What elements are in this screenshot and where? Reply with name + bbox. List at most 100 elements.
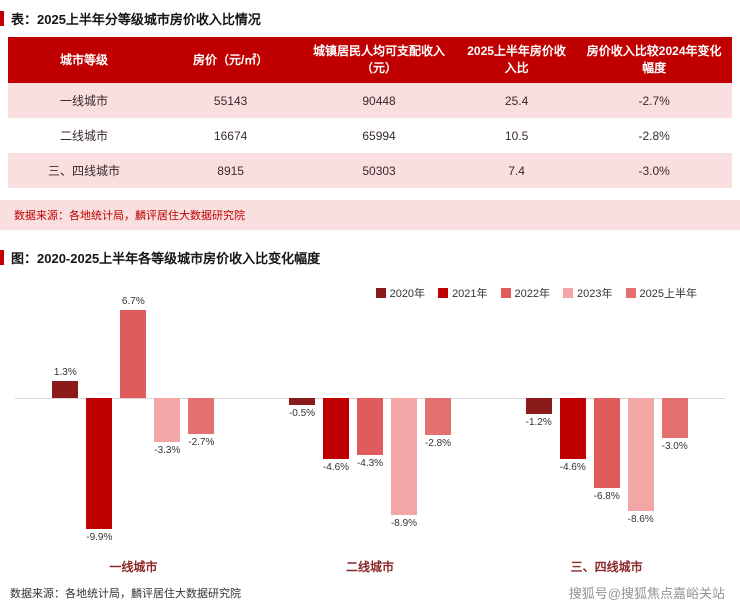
title-accent-bar <box>0 250 4 265</box>
bar-slot: -1.2% <box>522 293 556 543</box>
table-row: 一线城市 55143 90448 25.4 -2.7% <box>8 83 732 118</box>
table-section-title: 表：2025上半年分等级城市房价收入比情况 <box>0 0 740 28</box>
bar-slot: -3.3% <box>150 293 184 543</box>
table-row: 二线城市 16674 65994 10.5 -2.8% <box>8 118 732 153</box>
bar-value-label: -8.6% <box>627 514 654 526</box>
bar-value-label: -3.3% <box>154 444 181 456</box>
bar <box>593 398 620 488</box>
table-body: 一线城市 55143 90448 25.4 -2.7% 二线城市 16674 65994 10.… <box>8 83 732 188</box>
legend-swatch <box>438 288 449 298</box>
legend-swatch <box>625 288 636 298</box>
title-accent-bar <box>0 11 4 26</box>
table-cell: -2.8% <box>638 128 670 143</box>
table-cell: 二线城市 <box>60 129 109 143</box>
chart-title-text: 图：2020-2025上半年各等级城市房价收入比变化幅度 <box>11 251 321 266</box>
bar-slot: 6.7% <box>116 293 150 543</box>
table-cell: -2.7% <box>638 93 670 108</box>
bar <box>627 398 654 512</box>
bar-groups: 1.3% -9.9% 6.7% -3.3% -2.7% -0.5% -4.6% -4.3% -8… <box>15 293 725 543</box>
bar-value-label: -4.3% <box>356 457 384 469</box>
table-cell: 55143 <box>213 93 248 108</box>
bar <box>525 398 552 415</box>
table-cell: 三、四线城市 <box>48 164 121 178</box>
bar <box>289 398 315 405</box>
table-header-cell: 房价（元/㎡） <box>160 37 302 83</box>
bar-value-label: -3.0% <box>661 440 688 452</box>
table-source-note: 数据来源：各地统计局，麟评居住大数据研究院 <box>0 200 740 230</box>
bar-slot: -3.0% <box>658 293 692 543</box>
bar-value-label: -4.6% <box>559 461 586 473</box>
bar-slot: -9.9% <box>82 293 116 543</box>
legend-label: 2021年 <box>452 288 488 300</box>
x-axis-label: 三、四线城市 <box>570 560 643 574</box>
bar <box>661 398 688 438</box>
chart-legend: 2020年 2021年 2022年 2023年 2025上半年 <box>375 285 697 301</box>
bar <box>357 398 383 455</box>
bar-value-label: -4.6% <box>322 461 350 473</box>
bar <box>323 398 349 459</box>
bar <box>188 398 215 434</box>
bar-value-label: -0.5% <box>288 407 316 419</box>
legend-swatch <box>500 288 511 298</box>
table-title-text: 表：2025上半年分等级城市房价收入比情况 <box>11 12 261 27</box>
table-cell: 25.4 <box>504 93 529 108</box>
table-cell: 10.5 <box>504 128 529 143</box>
bar-slot: -4.6% <box>319 293 353 543</box>
bar-value-label: -2.8% <box>424 438 452 450</box>
bar-slot: -2.7% <box>184 293 218 543</box>
bar-value-label: -1.2% <box>525 417 552 429</box>
table-cell: 8915 <box>217 163 244 178</box>
table-cell: 50303 <box>362 163 396 178</box>
bar-value-label: -2.7% <box>188 436 215 448</box>
bar-group: -0.5% -4.6% -4.3% -8.9% -2.8% <box>252 293 489 543</box>
legend-item: 2025上半年 <box>625 285 697 301</box>
table-header-cell: 城镇居民人均可支配收入（元） <box>301 37 457 83</box>
legend-swatch <box>563 288 574 298</box>
legend-swatch <box>375 288 386 298</box>
table-header-row: 城市等级 房价（元/㎡） 城镇居民人均可支配收入（元） 2025上半年房价收入比 房价收… <box>8 37 732 83</box>
legend-item: 2022年 <box>500 285 551 301</box>
legend-item: 2020年 <box>375 285 426 301</box>
bar-chart: 2020年 2021年 2022年 2023年 2025上半年 1.3% -9.9% 6.7… <box>15 271 725 555</box>
bar-slot: -4.3% <box>353 293 387 543</box>
table-header-cell: 房价收入比较2024年变化幅度 <box>576 37 732 83</box>
table-cell: -3.0% <box>638 163 670 178</box>
bar-group: 1.3% -9.9% 6.7% -3.3% -2.7% <box>15 293 252 543</box>
bar <box>154 398 181 442</box>
legend-label: 2022年 <box>514 288 551 300</box>
table-header-cell: 2025上半年房价收入比 <box>456 37 577 83</box>
bar <box>391 398 417 516</box>
legend-label: 2025上半年 <box>639 288 697 300</box>
bar-value-label: -6.8% <box>593 490 620 502</box>
x-axis-label: 二线城市 <box>346 560 395 574</box>
bar-value-label: -8.9% <box>390 518 418 530</box>
bar <box>86 398 113 529</box>
table-cell: 16674 <box>213 128 248 143</box>
bar <box>120 310 147 399</box>
bar-slot: -2.8% <box>421 293 455 543</box>
bar-slot: 1.3% <box>48 293 82 543</box>
table-cell: 65994 <box>362 128 396 143</box>
bar <box>425 398 451 436</box>
table-cell: 7.4 <box>508 163 525 178</box>
bar-value-label: 1.3% <box>53 367 77 379</box>
bar <box>559 398 586 459</box>
table-cell: 90448 <box>362 93 396 108</box>
bar-value-label: 6.7% <box>121 296 145 308</box>
chart-section-title: 图：2020-2025上半年各等级城市房价收入比变化幅度 <box>0 248 740 267</box>
price-income-table: 城市等级 房价（元/㎡） 城镇居民人均可支配收入（元） 2025上半年房价收入比 房价收… <box>8 37 732 188</box>
bar-slot: -8.6% <box>624 293 658 543</box>
x-axis-label: 一线城市 <box>109 560 158 574</box>
bar-slot: -8.9% <box>387 293 421 543</box>
legend-item: 2021年 <box>438 285 488 301</box>
bar-slot: -0.5% <box>285 293 319 543</box>
bar-slot: -4.6% <box>556 293 590 543</box>
bar-slot: -6.8% <box>590 293 624 543</box>
legend-label: 2023年 <box>577 288 613 300</box>
legend-label: 2020年 <box>389 288 426 300</box>
bar <box>52 381 79 399</box>
table-header-cell: 城市等级 <box>8 37 161 83</box>
chart-plot: 1.3% -9.9% 6.7% -3.3% -2.7% -0.5% -4.6% -4.3% -8… <box>15 293 725 543</box>
table-cell: 一线城市 <box>60 94 109 108</box>
